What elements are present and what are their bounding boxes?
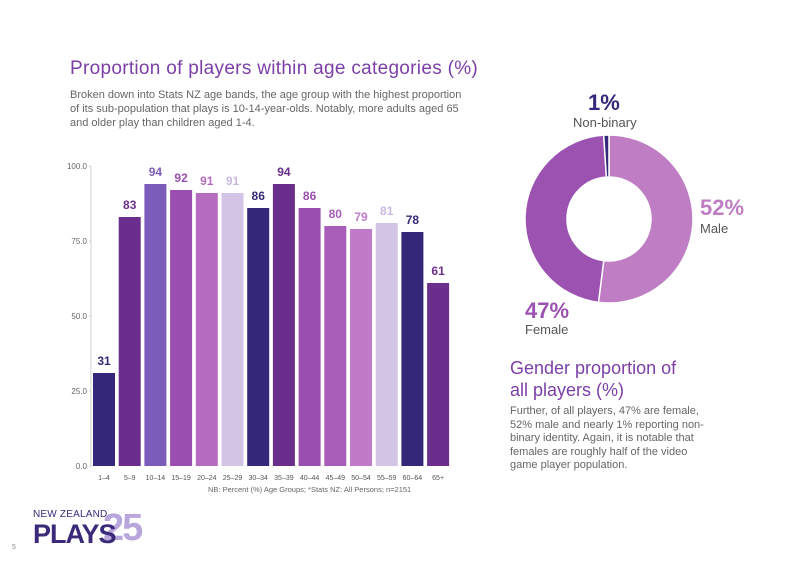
bar [427, 283, 450, 466]
bar-data-label: 86 [303, 189, 317, 203]
logo-main-text: PLAYS [33, 519, 117, 549]
intro-text: Broken down into Stats NZ age bands, the… [70, 89, 462, 129]
y-tick-label: 75.0 [71, 237, 87, 246]
nonbinary-slice [602, 134, 610, 178]
gender-title-line-1: Gender proportion of [510, 358, 677, 378]
x-tick-label: 25–29 [223, 475, 243, 482]
bar-data-label: 31 [97, 354, 111, 368]
bar [221, 193, 244, 466]
x-tick-label: 65+ [432, 475, 444, 482]
bar [401, 232, 424, 466]
bar-data-label: 92 [174, 171, 188, 185]
x-tick-label: 20–24 [197, 475, 217, 482]
bar [298, 208, 321, 466]
x-tick-label: 35–39 [274, 475, 294, 482]
chart-footnote: NB: Percent (%) Age Groups; *Stats NZ: A… [208, 485, 412, 494]
male-slice [597, 134, 694, 304]
bar-data-label: 80 [329, 207, 343, 221]
logo-number: 25 [103, 507, 143, 549]
gender-title-line-2: all players (%) [510, 380, 625, 400]
male-label: Male [700, 221, 729, 236]
nonbinary-percent: 1% [588, 90, 620, 115]
bar-data-label: 79 [354, 210, 368, 224]
page-title: Proportion of players within age categor… [70, 58, 479, 79]
bar-data-label: 61 [431, 264, 445, 278]
female-label: Female [525, 322, 569, 337]
male-percent: 52% [700, 195, 745, 220]
bar [324, 226, 347, 466]
bar-data-label: 91 [200, 174, 214, 188]
gender-body-text: Further, of all players, 47% are female,… [510, 405, 704, 471]
y-tick-label: 0.0 [76, 462, 88, 471]
bar-data-label: 78 [406, 213, 420, 227]
bar [93, 373, 115, 466]
bar [144, 184, 167, 466]
y-tick-label: 100.0 [67, 162, 88, 171]
bar-data-label: 94 [277, 165, 291, 179]
bar-data-label: 86 [252, 189, 266, 203]
female-percent: 47% [525, 298, 570, 323]
bar [350, 229, 372, 466]
x-tick-label: 10–14 [146, 475, 166, 482]
gender-section-title: Gender proportion of all players (%) [510, 357, 750, 401]
bar-data-label: 94 [149, 165, 163, 179]
x-tick-label: 5–9 [124, 475, 136, 482]
nz-plays-logo: 25 NEW ZEALAND PLAYS [33, 507, 163, 552]
x-tick-label: 1–4 [98, 475, 110, 482]
bar-data-label: 83 [123, 198, 137, 212]
logo-top-text: NEW ZEALAND [33, 509, 108, 520]
page-number: 5 [12, 544, 16, 551]
x-tick-label: 55–59 [377, 475, 397, 482]
bar [195, 193, 218, 466]
y-tick-label: 25.0 [71, 387, 87, 396]
bar [272, 184, 295, 466]
y-tick-label: 50.0 [71, 312, 87, 321]
x-tick-label: 40–44 [300, 475, 320, 482]
nonbinary-label: Non-binary [573, 115, 637, 130]
bar-data-label: 91 [226, 174, 240, 188]
female-slice [524, 134, 608, 304]
x-tick-label: 50–54 [351, 475, 371, 482]
bar [375, 223, 398, 466]
bar [118, 217, 141, 466]
bar-data-label: 81 [380, 204, 394, 218]
bar [247, 208, 270, 466]
x-tick-label: 45–49 [326, 475, 346, 482]
x-tick-label: 60–64 [403, 475, 423, 482]
x-tick-label: 15–19 [171, 475, 191, 482]
x-tick-label: 30–34 [248, 475, 268, 482]
bar [170, 190, 193, 466]
